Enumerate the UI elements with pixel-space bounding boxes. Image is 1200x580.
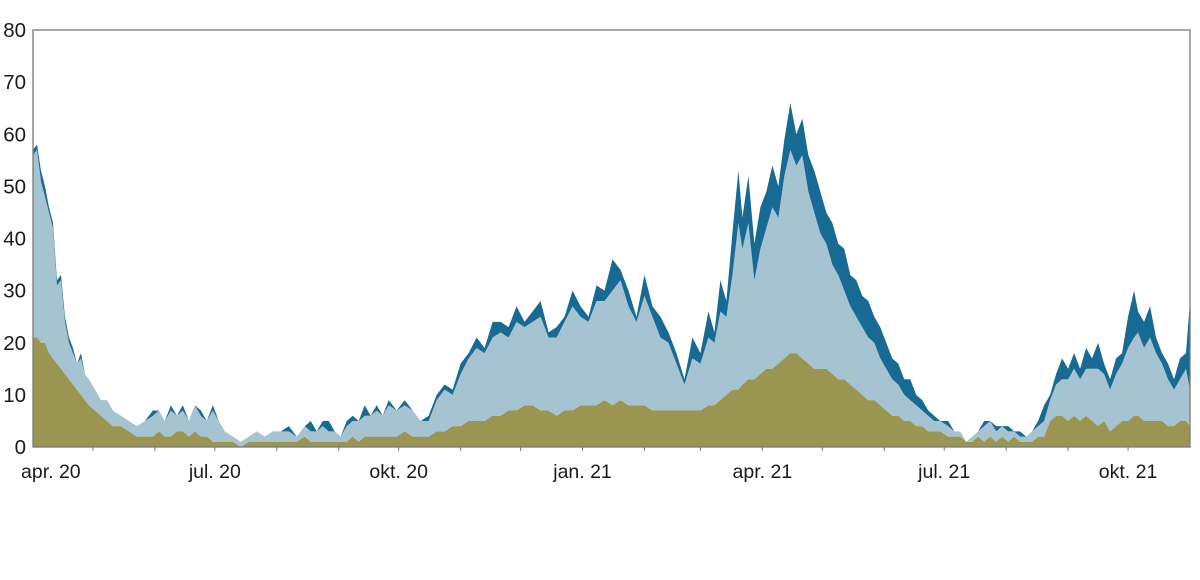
- area-series-0: [33, 337, 1190, 447]
- y-axis-label: 20: [3, 332, 26, 355]
- x-axis-label: apr. 20: [21, 461, 81, 483]
- x-axis-label: okt. 20: [369, 461, 428, 483]
- y-axis-label: 80: [3, 19, 26, 42]
- chart-legend: Antall covid-19-pasienter på intensivavd…: [0, 495, 1200, 580]
- y-axis-label: 40: [3, 228, 26, 251]
- y-axis-label: 0: [15, 436, 26, 459]
- x-axis-label: jan. 21: [552, 461, 612, 483]
- x-axis-label: apr. 21: [733, 461, 793, 483]
- y-axis-label: 70: [3, 71, 26, 94]
- y-axis-label: 10: [3, 384, 26, 407]
- chart-area: 0 10 20 30 40 50 60 70 80 apr. 20 jul. 20 okt. 20 ja…: [3, 19, 1191, 483]
- x-axis-label: jul. 20: [188, 461, 241, 483]
- x-axis-label: jul. 21: [917, 461, 970, 483]
- chart-canvas: 0 10 20 30 40 50 60 70 80 apr. 20 jul. 20 okt. 20 ja…: [3, 19, 1191, 483]
- y-axis-label: 30: [3, 280, 26, 303]
- plot-border: [32, 29, 1191, 448]
- x-axis-label: okt. 21: [1099, 461, 1158, 483]
- y-axis-label: 50: [3, 175, 26, 198]
- y-axis-label: 60: [3, 123, 26, 146]
- area-series-2: [33, 102, 1190, 442]
- area-series-1: [33, 149, 1190, 447]
